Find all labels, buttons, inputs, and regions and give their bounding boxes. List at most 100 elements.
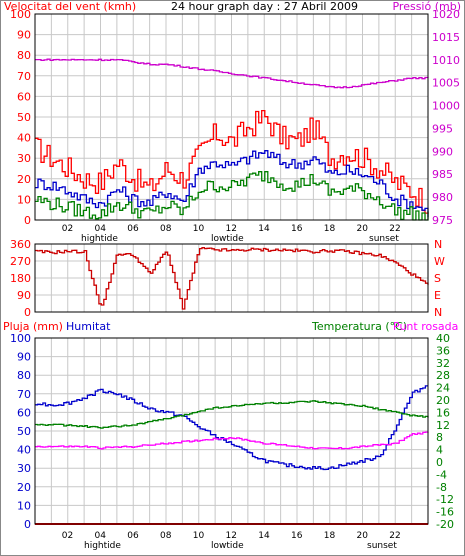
pressure-ytick-label: 980 bbox=[432, 191, 453, 204]
direction-ytick-label: 180 bbox=[10, 272, 31, 285]
series-wind_gust bbox=[35, 109, 429, 214]
tide-label-lowtide-2: lowtide bbox=[211, 541, 244, 551]
tide-label-sunset: sunset bbox=[369, 234, 399, 244]
temperature-ytick-label: 0 bbox=[436, 456, 443, 469]
pressure-ytick-label: 1015 bbox=[432, 31, 460, 44]
humidity-xtick-label-20: 20 bbox=[357, 531, 369, 541]
direction-ytick-label: 360 bbox=[10, 238, 31, 251]
tide-label-lowtide: lowtide bbox=[211, 234, 244, 244]
wind-ytick-label: 70 bbox=[17, 70, 31, 83]
temperature-ytick-label: 12 bbox=[436, 419, 450, 432]
temperature-ytick-label: 8 bbox=[436, 431, 443, 444]
temperature-ytick-label: -16 bbox=[436, 506, 454, 519]
series-humidity bbox=[35, 385, 428, 471]
humidity-ytick-label: 0 bbox=[24, 518, 31, 531]
wind-xtick-label-06: 06 bbox=[127, 224, 139, 234]
rain-axis-label: Pluja (mm) bbox=[3, 320, 63, 333]
tide-label-sunset-2: sunset bbox=[367, 541, 397, 551]
humidity-ytick-label: 80 bbox=[17, 369, 31, 382]
wind-ytick-label: 40 bbox=[17, 132, 31, 145]
temperature-label: Temperatura (°C) bbox=[311, 320, 407, 333]
temperature-ytick-label: 28 bbox=[436, 369, 450, 382]
wind-xtick-label-22: 22 bbox=[389, 224, 400, 234]
wind-xtick-label-02: 02 bbox=[62, 224, 73, 234]
pressure-ytick-label: 995 bbox=[432, 122, 453, 135]
wind-xtick-label-20: 20 bbox=[357, 224, 369, 234]
humidity-xtick-label-22: 22 bbox=[389, 531, 400, 541]
tide-labels-top: hightide lowtide sunset bbox=[81, 234, 399, 244]
pressure-ytick-label: 1020 bbox=[432, 8, 460, 21]
wind-xtick-label-04: 04 bbox=[95, 224, 107, 234]
wind-xtick-label-14: 14 bbox=[258, 224, 270, 234]
humidity-xtick-label-10: 10 bbox=[193, 531, 205, 541]
humidity-xtick-label-18: 18 bbox=[324, 531, 336, 541]
series-dewpoint bbox=[35, 431, 429, 450]
temperature-ytick-label: -12 bbox=[436, 493, 454, 506]
humidity-ytick-label: 20 bbox=[17, 481, 31, 494]
compass-label-N: N bbox=[434, 238, 442, 251]
wind-ytick-label: 80 bbox=[17, 49, 31, 62]
tide-labels-bottom: hightide lowtide sunset bbox=[84, 541, 397, 551]
wind-ytick-label: 50 bbox=[17, 111, 31, 124]
dewpoint-label: Punt rosada bbox=[393, 320, 458, 333]
humidity-ytick-label: 90 bbox=[17, 351, 31, 364]
humidity-xtick-label-12: 12 bbox=[226, 531, 237, 541]
wind-axis-label: Velocitat del vent (kmh) bbox=[4, 0, 136, 13]
series-wind_avg bbox=[35, 150, 429, 218]
compass-label-N: N bbox=[434, 306, 442, 319]
temperature-ytick-label: 20 bbox=[436, 394, 450, 407]
humidity-ytick-label: 10 bbox=[17, 499, 31, 512]
wind-ytick-label: 10 bbox=[17, 193, 31, 206]
wind-ytick-label: 20 bbox=[17, 173, 31, 186]
humidity-ytick-label: 70 bbox=[17, 388, 31, 401]
humidity-xtick-label-02: 02 bbox=[62, 531, 73, 541]
direction-frame bbox=[34, 243, 429, 313]
tide-label-hightide-2: hightide bbox=[84, 541, 121, 551]
wind-ytick-label: 100 bbox=[10, 8, 31, 21]
wind-pressure-panel: Velocitat del vent (kmh) 24 hour graph d… bbox=[4, 0, 461, 244]
wind-ytick-label: 30 bbox=[17, 152, 31, 165]
humidity-xtick-label-08: 08 bbox=[160, 531, 172, 541]
temperature-ytick-label: 36 bbox=[436, 344, 450, 357]
series-pressure bbox=[35, 58, 429, 89]
humidity-ytick-label: 40 bbox=[17, 444, 31, 457]
wind-frame bbox=[34, 13, 429, 221]
humidity-temperature-plot: 0102030405060708090100-20-16-12-8-404812… bbox=[10, 332, 454, 541]
humidity-frame bbox=[34, 337, 429, 525]
pressure-ytick-label: 1000 bbox=[432, 100, 460, 113]
humidity-ytick-label: 60 bbox=[17, 406, 31, 419]
wind-xtick-label-18: 18 bbox=[324, 224, 336, 234]
humidity-ytick-label: 30 bbox=[17, 462, 31, 475]
wind-xtick-label-08: 08 bbox=[160, 224, 172, 234]
humidity-xtick-label-16: 16 bbox=[291, 531, 303, 541]
series-temperature bbox=[35, 400, 429, 429]
wind-ytick-label: 90 bbox=[17, 29, 31, 42]
pressure-ytick-label: 1005 bbox=[432, 77, 460, 90]
direction-ytick-label: 270 bbox=[10, 255, 31, 268]
humidity-label: Humitat bbox=[66, 320, 111, 333]
temperature-ytick-label: -20 bbox=[436, 518, 454, 531]
pressure-ytick-label: 1010 bbox=[432, 54, 460, 67]
humidity-ytick-label: 50 bbox=[17, 425, 31, 438]
temperature-ytick-label: -4 bbox=[436, 468, 447, 481]
series-direction bbox=[35, 247, 429, 310]
pressure-ytick-label: 985 bbox=[432, 168, 453, 181]
tide-label-hightide: hightide bbox=[81, 234, 118, 244]
wind-pressure-plot: 0102030405060708090100975980985990995100… bbox=[10, 8, 460, 234]
temperature-ytick-label: 24 bbox=[436, 382, 450, 395]
pressure-ytick-label: 990 bbox=[432, 145, 453, 158]
wind-xtick-label-10: 10 bbox=[193, 224, 205, 234]
wind-ytick-label: 0 bbox=[24, 214, 31, 227]
humidity-xtick-label-14: 14 bbox=[258, 531, 270, 541]
temperature-ytick-label: -8 bbox=[436, 481, 447, 494]
compass-label-E: E bbox=[434, 289, 441, 302]
wind-xtick-label-16: 16 bbox=[291, 224, 303, 234]
wind-ytick-label: 60 bbox=[17, 90, 31, 103]
series-wind_low bbox=[35, 171, 429, 221]
pressure-ytick-label: 975 bbox=[432, 214, 453, 227]
temperature-ytick-label: 40 bbox=[436, 332, 450, 345]
wind-xtick-label-12: 12 bbox=[226, 224, 237, 234]
